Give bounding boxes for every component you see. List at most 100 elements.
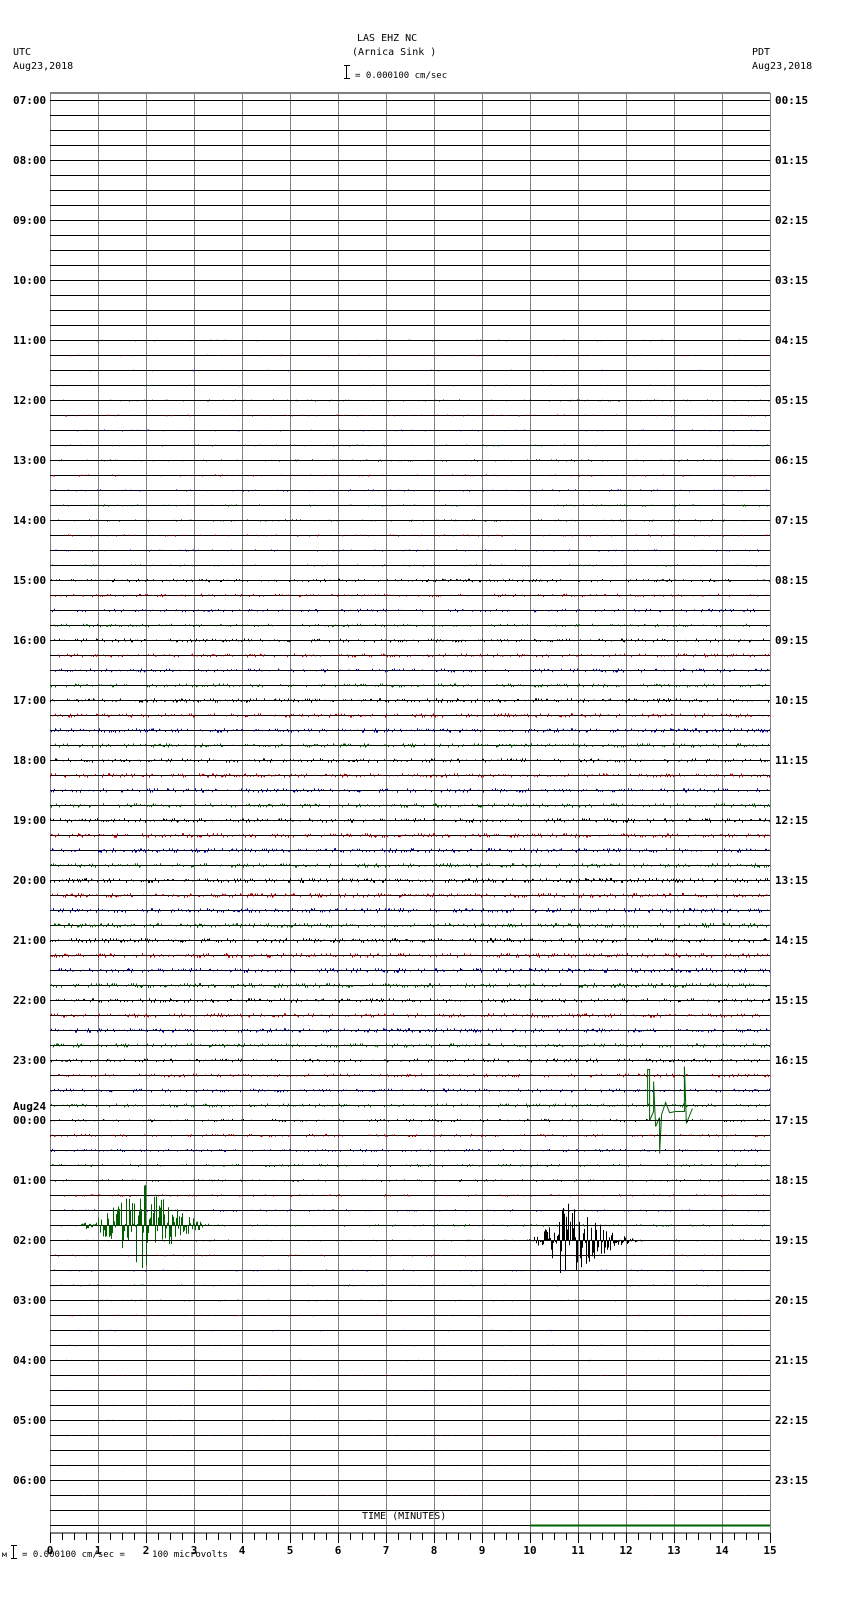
right-hour-label: 20:15 (775, 1294, 809, 1307)
right-hour-label: 13:15 (775, 874, 809, 887)
left-hour-label: 09:00 (13, 214, 47, 227)
trace-signal (51, 1118, 765, 1123)
trace-signal (54, 1073, 769, 1078)
left-hour-label: 12:00 (13, 394, 47, 407)
left-hour-label: 11:00 (13, 334, 47, 347)
trace-signal (59, 1194, 770, 1197)
trace-signal (71, 1434, 755, 1437)
trace-signal (51, 1013, 770, 1018)
trace-signal (51, 833, 770, 838)
trace-signal (54, 1284, 729, 1287)
left-hour-label: 10:00 (13, 274, 47, 287)
x-tick-label: 3 (191, 1544, 198, 1557)
left-hour-label: 05:00 (13, 1414, 47, 1427)
trace-signal (54, 623, 767, 628)
trace-signal (51, 863, 769, 868)
trace-signal (54, 638, 764, 643)
right-hour-label: 21:15 (775, 1354, 809, 1367)
left-hour-label: 03:00 (13, 1294, 47, 1307)
right-hour-label: 12:15 (775, 814, 809, 827)
trace-signal (62, 429, 758, 432)
trace-signal (51, 578, 770, 583)
glitch-signal (647, 1066, 693, 1154)
trace-signal (103, 1480, 766, 1481)
trace-signal (64, 534, 770, 537)
x-tick-label: 12 (619, 1544, 632, 1557)
trace-signal (51, 1028, 768, 1033)
trace-signal (50, 848, 769, 853)
scale-bar-icon (344, 65, 351, 79)
right-hour-label: 23:15 (775, 1474, 809, 1487)
left-hour-label: 16:00 (13, 634, 47, 647)
footer-scale-text: = 0.000100 cm/sec = 100 microvolts (22, 1550, 228, 1560)
left-date-change-label: Aug24 (13, 1100, 47, 1113)
left-hour-label: 23:00 (13, 1054, 47, 1067)
trace-signal (55, 668, 769, 673)
trace-signal (144, 1525, 501, 1526)
right-hour-label: 17:15 (775, 1114, 809, 1127)
right-hour-label: 22:15 (775, 1414, 809, 1427)
left-hour-label: 15:00 (13, 574, 47, 587)
trace-signal (94, 1419, 735, 1422)
trace-signal (55, 743, 769, 748)
x-tick-label: 11 (571, 1544, 585, 1557)
right-date: Aug23,2018 (752, 61, 813, 72)
trace-signal (58, 653, 769, 658)
trace-signal (50, 564, 765, 567)
x-tick-label: 15 (763, 1544, 776, 1557)
x-tick-label: 10 (523, 1544, 536, 1557)
trace-signal (50, 938, 767, 943)
left-hour-label: 02:00 (13, 1234, 47, 1247)
left-hour-label: 13:00 (13, 454, 47, 467)
right-hour-label: 02:15 (775, 214, 809, 227)
right-hour-label: 10:15 (775, 694, 809, 707)
trace-signal (63, 444, 768, 447)
x-tick-label: 9 (479, 1544, 486, 1557)
trace-signal (56, 998, 770, 1003)
x-tick-label: 4 (239, 1544, 246, 1557)
trace-signal (51, 1148, 761, 1153)
right-hour-label: 09:15 (775, 634, 809, 647)
trace-signal (54, 923, 770, 928)
trace-signal (50, 504, 768, 507)
right-hour-label: 05:15 (775, 394, 809, 407)
trace-signal (51, 1058, 769, 1063)
trace-signal (63, 399, 769, 402)
x-tick-label: 5 (287, 1544, 294, 1557)
trace-signal (83, 1495, 754, 1496)
trace-signal (55, 758, 768, 763)
right-hour-label: 14:15 (775, 934, 809, 947)
trace-signal (50, 818, 770, 823)
right-hour-label: 19:15 (775, 1234, 809, 1247)
x-tick-label: 14 (715, 1544, 729, 1557)
left-hour-label: 08:00 (13, 154, 47, 167)
trace-signal (52, 608, 762, 613)
trace-signal (65, 1374, 750, 1377)
x-tick-label: 8 (431, 1544, 438, 1557)
left-hour-label: 21:00 (13, 934, 47, 947)
trace-signal (53, 593, 767, 598)
station-location: (Arnica Sink ) (352, 47, 437, 58)
trace-signal (50, 683, 766, 688)
trace-signal (51, 983, 767, 988)
trace-signal (97, 339, 768, 342)
trace-signal (56, 384, 768, 387)
x-tick-label: 13 (667, 1544, 680, 1557)
trace-signal (52, 713, 769, 718)
trace-signal (61, 1344, 756, 1347)
left-hour-label: 22:00 (13, 994, 47, 1007)
left-hour-label: 20:00 (13, 874, 47, 887)
left-hour-label: 19:00 (13, 814, 47, 827)
left-hour-label: 07:00 (13, 94, 47, 107)
trace-signal (51, 728, 770, 733)
trace-signal (52, 1163, 767, 1168)
trace-signal (53, 519, 745, 522)
right-hour-label: 01:15 (775, 154, 809, 167)
right-hour-label: 04:15 (775, 334, 809, 347)
trace-signal (54, 1329, 752, 1332)
trace-signal (54, 1209, 764, 1212)
trace-signal (50, 773, 770, 778)
left-timezone: UTC (13, 47, 32, 58)
x-tick-label: 2 (143, 1544, 150, 1557)
